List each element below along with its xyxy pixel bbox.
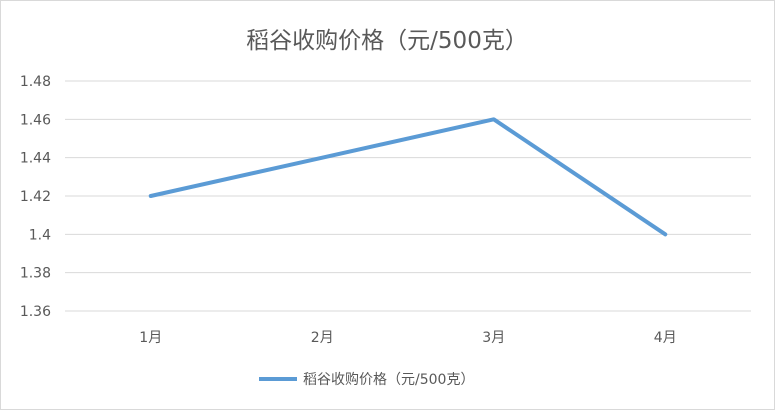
chart-title: 稻谷收购价格（元/500克） (246, 28, 528, 54)
series-line (148, 117, 668, 237)
y-tick-label: 1.42 (20, 189, 51, 205)
y-tick-label: 1.46 (20, 112, 51, 128)
y-axis-labels: 1.36 1.38 1.4 1.42 1.44 1.46 1.48 (20, 74, 51, 320)
legend: 稻谷收购价格（元/500克） (259, 372, 474, 388)
legend-label: 稻谷收购价格（元/500克） (303, 372, 474, 388)
x-tick-label: 1月 (139, 330, 162, 346)
series-lines (148, 117, 668, 237)
y-tick-label: 1.48 (20, 74, 51, 90)
y-tick-label: 1.4 (29, 227, 51, 243)
x-tick-label: 3月 (482, 330, 505, 346)
y-tick-label: 1.36 (20, 304, 51, 320)
gridlines (65, 80, 751, 312)
x-tick-label: 2月 (311, 330, 334, 346)
x-tick-label: 4月 (654, 330, 677, 346)
y-tick-label: 1.44 (20, 151, 51, 167)
x-axis-labels: 1月 2月 3月 4月 (139, 330, 676, 346)
y-tick-label: 1.38 (20, 266, 51, 282)
